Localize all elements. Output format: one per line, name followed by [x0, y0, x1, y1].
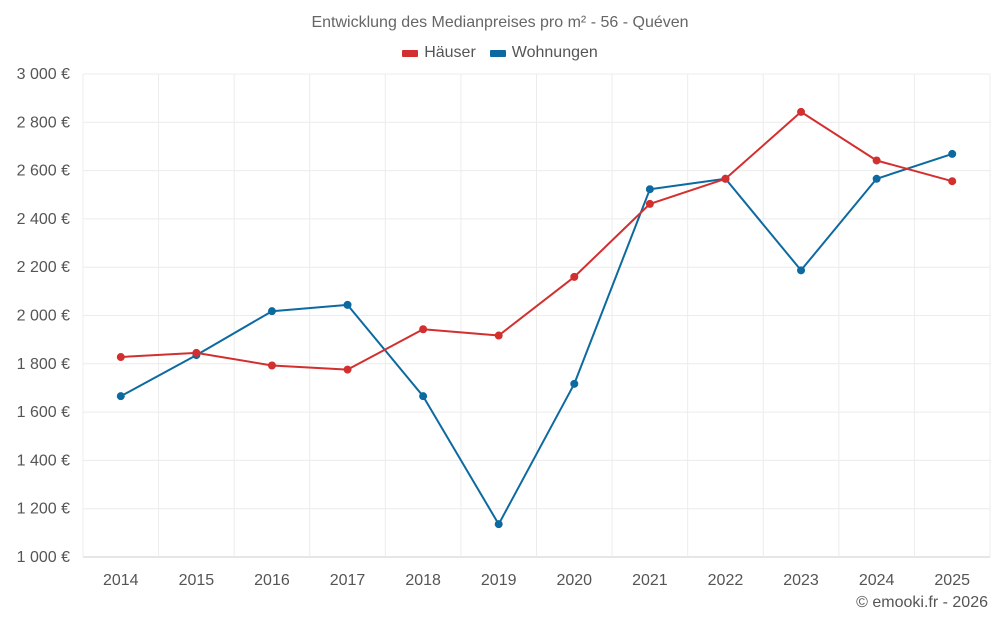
y-tick-label: 3 000 €	[17, 66, 70, 83]
x-tick-label: 2024	[859, 572, 895, 589]
y-tick-label: 1 200 €	[17, 501, 70, 518]
data-point-apartments[interactable]	[267, 307, 276, 316]
data-point-apartments[interactable]	[645, 185, 654, 194]
data-point-houses[interactable]	[797, 107, 806, 116]
data-point-houses[interactable]	[419, 325, 428, 334]
y-tick-label: 1 400 €	[17, 452, 70, 469]
data-point-apartments[interactable]	[419, 392, 428, 401]
y-tick-label: 1 600 €	[17, 404, 70, 421]
x-tick-label: 2014	[103, 572, 139, 589]
x-tick-label: 2017	[330, 572, 366, 589]
y-tick-label: 1 800 €	[17, 356, 70, 373]
data-point-apartments[interactable]	[116, 392, 125, 401]
data-point-apartments[interactable]	[948, 149, 957, 158]
x-tick-label: 2023	[783, 572, 819, 589]
x-tick-label: 2020	[556, 572, 592, 589]
data-point-apartments[interactable]	[570, 379, 579, 388]
legend-swatch-apartments	[489, 49, 506, 57]
data-point-houses[interactable]	[192, 348, 201, 357]
x-tick-label: 2022	[708, 572, 744, 589]
data-point-houses[interactable]	[267, 361, 276, 370]
series-line-apartments	[120, 152, 953, 526]
x-tick-label: 2016	[254, 572, 290, 589]
y-tick-label: 1 000 €	[17, 549, 70, 566]
legend-swatch-houses	[402, 49, 419, 57]
legend-label-apartments: Wohnungen	[511, 44, 598, 61]
copyright-text: © emooki.fr - 2026	[856, 594, 988, 611]
data-point-apartments[interactable]	[872, 174, 881, 183]
legend-item-houses[interactable]: Häuser	[402, 44, 476, 62]
y-tick-label: 2 600 €	[17, 163, 70, 180]
y-tick-label: 2 800 €	[17, 114, 70, 131]
data-point-houses[interactable]	[570, 272, 579, 281]
data-point-houses[interactable]	[645, 199, 654, 208]
legend: Häuser Wohnungen	[0, 44, 1000, 62]
data-point-apartments[interactable]	[797, 266, 806, 275]
data-point-houses[interactable]	[721, 174, 730, 183]
data-point-houses[interactable]	[343, 365, 352, 374]
x-tick-label: 2015	[179, 572, 215, 589]
y-tick-label: 2 000 €	[17, 308, 70, 325]
chart-title: Entwicklung des Medianpreises pro m² - 5…	[311, 14, 689, 31]
legend-item-apartments[interactable]: Wohnungen	[489, 44, 598, 62]
x-tick-label: 2018	[405, 572, 441, 589]
y-tick-label: 2 200 €	[17, 259, 70, 276]
data-point-apartments[interactable]	[494, 520, 503, 529]
data-point-houses[interactable]	[948, 177, 957, 186]
data-point-houses[interactable]	[494, 331, 503, 340]
x-tick-label: 2025	[934, 572, 970, 589]
y-tick-label: 2 400 €	[17, 211, 70, 228]
data-point-houses[interactable]	[116, 353, 125, 362]
data-point-houses[interactable]	[872, 156, 881, 165]
x-tick-label: 2021	[632, 572, 668, 589]
legend-label-houses: Häuser	[424, 44, 476, 61]
x-tick-label: 2019	[481, 572, 517, 589]
series-line-houses	[120, 110, 953, 371]
data-point-apartments[interactable]	[343, 300, 352, 309]
